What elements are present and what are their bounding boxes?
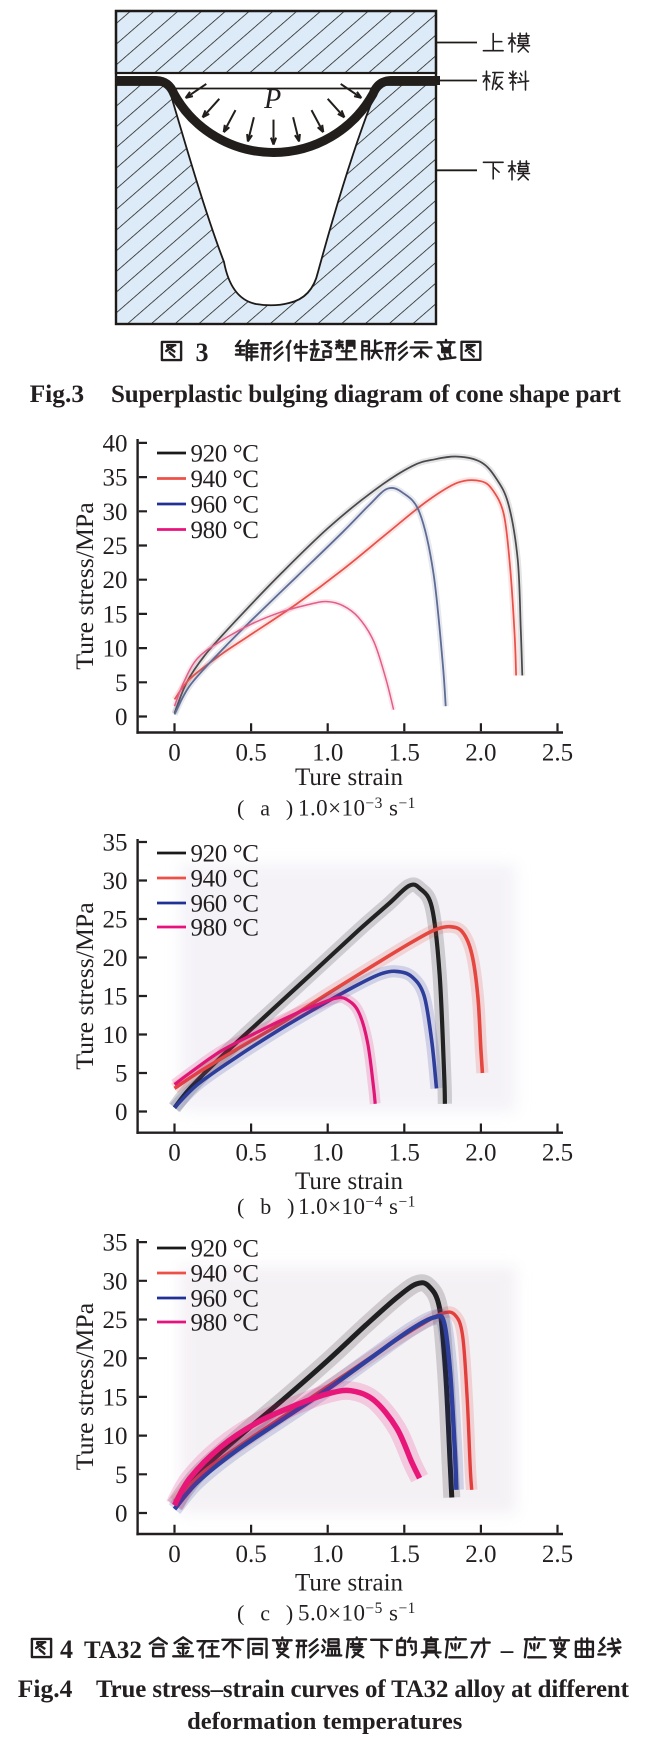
- svg-text:1.0×10−3 s−1: 1.0×10−3 s−1: [298, 795, 416, 821]
- svg-text:–: –: [500, 1637, 514, 1664]
- svg-text:35: 35: [103, 1230, 128, 1257]
- svg-text:( a ): ( a ): [237, 796, 298, 821]
- svg-text:30: 30: [103, 868, 128, 895]
- svg-text:940 °C: 940 °C: [191, 466, 259, 493]
- svg-text:deformation temperatures: deformation temperatures: [187, 1708, 462, 1735]
- svg-text:0: 0: [168, 1140, 181, 1167]
- svg-text:5: 5: [115, 1061, 128, 1088]
- svg-text:0.5: 0.5: [235, 1541, 266, 1568]
- svg-text:0: 0: [115, 1099, 128, 1126]
- svg-text:15: 15: [103, 984, 128, 1011]
- svg-text:40: 40: [103, 430, 128, 457]
- svg-text:1.0: 1.0: [312, 740, 343, 767]
- svg-text:Superplastic bulging diagram o: Superplastic bulging diagram of cone sha…: [111, 381, 621, 408]
- svg-text:35: 35: [103, 830, 128, 857]
- svg-text:Fig.3: Fig.3: [30, 379, 85, 408]
- svg-text:15: 15: [103, 1384, 128, 1411]
- svg-text:0: 0: [115, 1501, 128, 1528]
- svg-text:20: 20: [103, 1346, 128, 1373]
- svg-text:1.0: 1.0: [312, 1541, 343, 1568]
- svg-text:980 °C: 980 °C: [191, 915, 259, 942]
- svg-text:960 °C: 960 °C: [191, 891, 259, 918]
- svg-text:940 °C: 940 °C: [191, 1261, 259, 1288]
- svg-text:960 °C: 960 °C: [191, 492, 259, 519]
- svg-text:1.0×10−4 s−1: 1.0×10−4 s−1: [298, 1194, 416, 1220]
- svg-text:Ture strain: Ture strain: [295, 764, 404, 791]
- svg-text:920 °C: 920 °C: [191, 441, 259, 468]
- svg-text:Ture stress/MPa: Ture stress/MPa: [70, 1302, 99, 1470]
- svg-text:( c ): ( c ): [237, 1601, 298, 1626]
- svg-text:5: 5: [115, 1462, 128, 1489]
- svg-text:20: 20: [103, 567, 128, 594]
- svg-text:True stress–strain curves of T: True stress–strain curves of TA32 alloy …: [96, 1676, 630, 1703]
- svg-text:0: 0: [168, 1541, 181, 1568]
- svg-text:920 °C: 920 °C: [191, 841, 259, 868]
- svg-text:940 °C: 940 °C: [191, 866, 259, 893]
- svg-text:30: 30: [103, 1268, 128, 1295]
- svg-text:Ture strain: Ture strain: [295, 1570, 404, 1597]
- svg-text:15: 15: [103, 601, 128, 628]
- svg-text:5: 5: [115, 670, 128, 697]
- svg-text:35: 35: [103, 465, 128, 492]
- svg-text:980 °C: 980 °C: [191, 517, 259, 544]
- svg-text:2.5: 2.5: [542, 740, 573, 767]
- svg-text:Ture strain: Ture strain: [295, 1168, 404, 1195]
- svg-text:25: 25: [103, 907, 128, 934]
- svg-text:( b ): ( b ): [237, 1194, 300, 1219]
- svg-text:1.0: 1.0: [312, 1140, 343, 1167]
- svg-text:Fig.4: Fig.4: [18, 1674, 73, 1703]
- svg-text:Ture stress/MPa: Ture stress/MPa: [70, 502, 99, 670]
- svg-text:2.5: 2.5: [542, 1541, 573, 1568]
- svg-text:20: 20: [103, 945, 128, 972]
- svg-text:2.5: 2.5: [542, 1140, 573, 1167]
- svg-text:960 °C: 960 °C: [191, 1286, 259, 1313]
- svg-text:1.5: 1.5: [389, 740, 420, 767]
- svg-text:25: 25: [103, 1307, 128, 1334]
- svg-text:0.5: 0.5: [235, 740, 266, 767]
- svg-text:1.5: 1.5: [389, 1541, 420, 1568]
- svg-text:2.0: 2.0: [465, 740, 496, 767]
- svg-text:25: 25: [103, 533, 128, 560]
- svg-text:P: P: [263, 84, 281, 115]
- svg-text:0: 0: [168, 740, 181, 767]
- svg-text:Ture stress/MPa: Ture stress/MPa: [70, 902, 99, 1070]
- svg-text:1.5: 1.5: [389, 1140, 420, 1167]
- svg-text:2.0: 2.0: [465, 1140, 496, 1167]
- svg-text:2.0: 2.0: [465, 1541, 496, 1568]
- svg-text:920 °C: 920 °C: [191, 1236, 259, 1263]
- svg-text:30: 30: [103, 499, 128, 526]
- svg-text:TA32: TA32: [84, 1637, 142, 1664]
- svg-text:5.0×10−5 s−1: 5.0×10−5 s−1: [298, 1600, 416, 1626]
- svg-text:3: 3: [196, 338, 209, 367]
- svg-text:0.5: 0.5: [235, 1140, 266, 1167]
- svg-text:10: 10: [103, 1423, 128, 1450]
- svg-text:980 °C: 980 °C: [191, 1310, 259, 1337]
- svg-text:4: 4: [60, 1635, 73, 1664]
- svg-text:10: 10: [103, 1022, 128, 1049]
- svg-text:10: 10: [103, 636, 128, 663]
- svg-text:0: 0: [115, 704, 128, 731]
